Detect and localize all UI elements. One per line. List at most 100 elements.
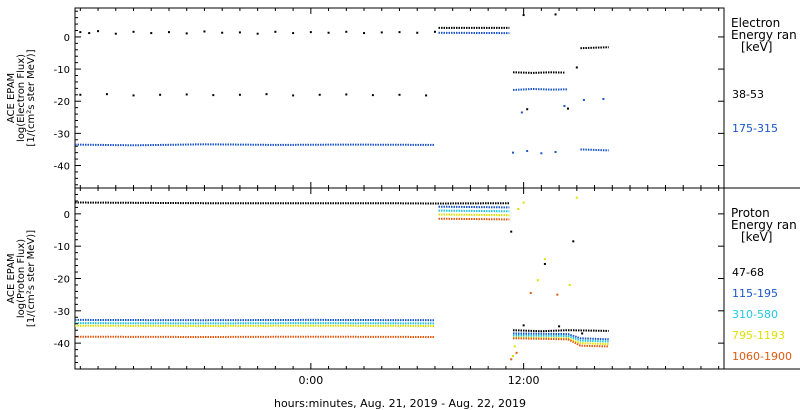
electron-data-point [540,152,543,155]
proton-data-point [522,201,525,204]
x-tick-label: 0:00 [298,374,323,387]
electron-series-line [74,143,436,147]
electron-data-point [185,32,188,35]
electron-series-0 [526,66,578,111]
proton-data-point [515,351,518,354]
electron-series-0 [79,30,436,35]
y-tick-label: -30 [54,129,70,140]
electron-data-point [132,30,135,33]
proton-data-point [513,345,516,348]
proton-series-line [512,334,609,343]
electron-data-point [582,98,585,101]
proton-legend-entry: 795-1193 [732,329,785,342]
y-tick-label: 0 [64,33,70,44]
y-tick-label: -30 [54,307,70,318]
proton-series-3 [512,336,609,346]
proton-series-line [438,217,510,221]
electron-data-point [105,93,108,96]
proton-data-point [581,332,584,335]
proton-legend-title: Proton [731,206,770,220]
proton-legend-entry: 310-580 [732,308,778,321]
proton-data-point [529,292,532,295]
electron-data-point [363,32,366,35]
proton-series-4 [512,337,609,348]
proton-series-3 [511,196,578,358]
proton-data-point [536,279,539,282]
electron-data-point [433,30,436,33]
y-tick-label: 0 [64,210,70,221]
electron-data-point [292,94,295,97]
proton-series-0 [74,201,510,205]
proton-legend-title: Energy ran [731,218,797,232]
electron-legend-entry: 175-315 [732,122,778,135]
electron-data-point [203,30,206,33]
electron-data-point [88,32,91,35]
electron-data-point [167,31,170,34]
proton-series-1 [512,332,609,341]
proton-series-line [512,329,609,333]
electron-series-1 [520,97,605,114]
electron-series-0 [580,46,609,50]
electron-series-line [580,148,609,152]
electron-series-line [580,46,609,50]
proton-data-point [575,196,578,199]
proton-data-point [522,324,525,327]
electron-data-point [522,14,525,17]
electron-plot-frame [74,7,725,189]
electron-data-point [265,93,268,96]
electron-data-point [526,108,529,111]
electron-series-0 [512,71,565,74]
electron-data-point [318,93,321,96]
electron-y-axis-label: [1/(cm²s ster MeV)] [26,49,37,146]
electron-data-point [274,30,277,33]
proton-data-point [572,240,575,243]
proton-series-line [512,336,609,346]
proton-series-line [74,201,510,205]
proton-series-2 [512,334,609,343]
electron-series-1 [74,143,436,147]
proton-data-point [510,230,513,233]
y-tick-label: -10 [54,242,70,253]
electron-data-point [185,93,188,96]
electron-data-point [345,30,348,33]
electron-data-point [398,93,401,96]
electron-series-1 [511,150,557,155]
electron-legend-title: Energy ran [731,28,797,42]
electron-data-point [327,31,330,34]
electron-data-point [79,31,82,34]
electron-data-point [554,151,557,153]
electron-data-point [371,94,374,97]
proton-series-0 [512,329,609,333]
electron-legend-entry: 38-53 [732,88,764,101]
electron-data-point [150,32,153,35]
electron-series-1 [580,148,609,152]
proton-data-point [568,283,571,286]
electron-series-line [512,71,565,74]
electron-data-point [309,31,312,34]
electron-series-line [512,87,569,91]
proton-data-point [510,358,513,361]
y-tick-label: -20 [54,275,70,286]
proton-data-point [558,325,561,328]
electron-data-point [221,31,224,34]
electron-data-point [292,32,295,35]
proton-data-point [543,262,546,265]
electron-data-point [79,93,82,96]
electron-data-point [345,93,348,96]
proton-series-0 [510,230,584,335]
electron-data-point [380,31,383,34]
proton-series-4 [510,292,559,361]
plot-frames [74,7,800,370]
proton-legend-entry: 115-195 [732,287,778,300]
proton-data-point [517,208,520,211]
proton-plot-frame [74,187,725,370]
y-tick-label: -10 [54,65,70,76]
electron-data-point [563,105,566,108]
electron-data-point [416,31,419,34]
x-axis-title: hours:minutes, Aug. 21, 2019 - Aug. 22, … [274,397,526,410]
electron-data-point [256,32,259,35]
y-tick-label: -40 [54,339,70,350]
